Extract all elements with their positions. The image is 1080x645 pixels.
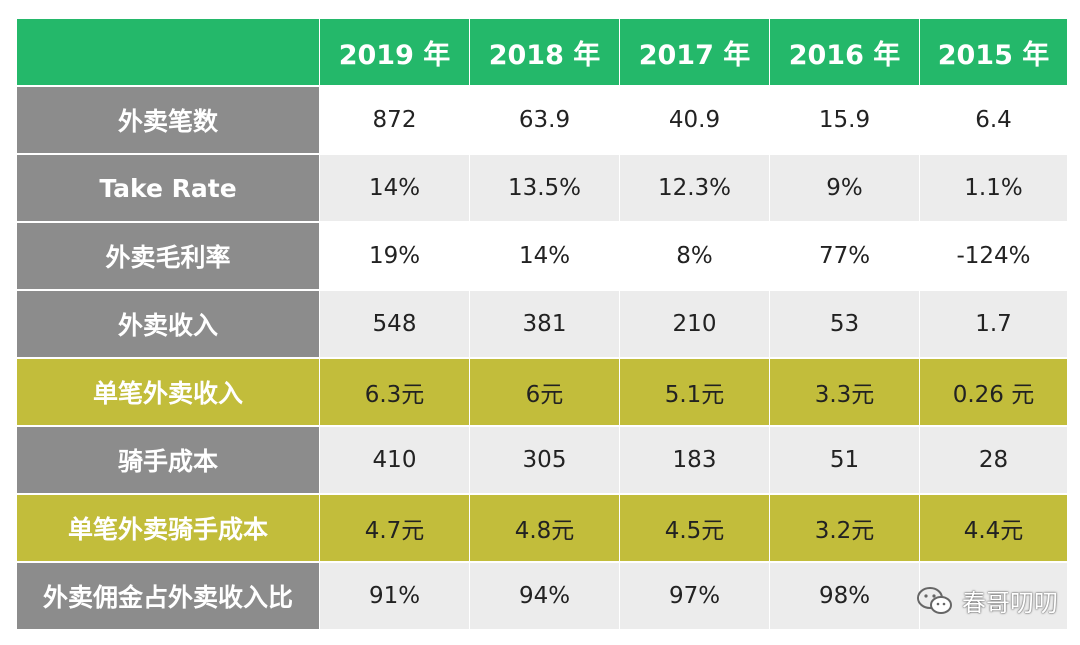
table-cell: 1.7: [920, 291, 1068, 359]
row-label: 外卖毛利率: [17, 223, 320, 291]
table-cell-highlight: 6元: [470, 359, 620, 427]
header-year-2017: 2017 年: [620, 19, 770, 87]
table-cell: 14%: [470, 223, 620, 291]
table-cell: 9%: [770, 155, 920, 223]
header-year-2016: 2016 年: [770, 19, 920, 87]
table-cell: 381: [470, 291, 620, 359]
table-cell: 15.9: [770, 87, 920, 155]
table-cell: 97%: [620, 563, 770, 631]
row-label: 骑手成本: [17, 427, 320, 495]
table-cell-highlight: 4.7元: [320, 495, 470, 563]
row-label: Take Rate: [17, 155, 320, 223]
row-label: 外卖笔数: [17, 87, 320, 155]
table-cell: 872: [320, 87, 470, 155]
table-cell: 53: [770, 291, 920, 359]
row-label-highlight: 单笔外卖骑手成本: [17, 495, 320, 563]
table-cell-highlight: 5.1元: [620, 359, 770, 427]
table-cell: 40.9: [620, 87, 770, 155]
row-label-highlight: 单笔外卖收入: [17, 359, 320, 427]
table-cell-highlight: 3.3元: [770, 359, 920, 427]
table-cell: 98%: [770, 563, 920, 631]
table-cell: 14%: [320, 155, 470, 223]
table-cell-highlight: 4.5元: [620, 495, 770, 563]
table-cell: 410: [320, 427, 470, 495]
table-cell: 183: [620, 427, 770, 495]
table-cell: 63.9: [470, 87, 620, 155]
header-year-2019: 2019 年: [320, 19, 470, 87]
table-cell: 210: [620, 291, 770, 359]
table-cell: 13.5%: [470, 155, 620, 223]
table-cell-highlight: 4.4元: [920, 495, 1068, 563]
row-label: 外卖收入: [17, 291, 320, 359]
table-cell-highlight: 6.3元: [320, 359, 470, 427]
table-cell: 1.1%: [920, 155, 1068, 223]
table-cell: 19%: [320, 223, 470, 291]
table-cell: 28: [920, 427, 1068, 495]
table-cell: 305: [470, 427, 620, 495]
table-cell: 8%: [620, 223, 770, 291]
table-cell-highlight: 3.2元: [770, 495, 920, 563]
data-table: 2019 年 2018 年 2017 年 2016 年 2015 年 外卖笔数 …: [17, 19, 1068, 631]
table-cell-highlight: 4.8元: [470, 495, 620, 563]
row-label: 外卖佣金占外卖收入比: [17, 563, 320, 631]
table-cell-highlight: 0.26 元: [920, 359, 1068, 427]
wechat-icon: [917, 586, 952, 614]
table-cell: 12.3%: [620, 155, 770, 223]
table-cell: 6.4: [920, 87, 1068, 155]
table-cell: 548: [320, 291, 470, 359]
table-cell: 51: [770, 427, 920, 495]
table-cell: 94%: [470, 563, 620, 631]
watermark-text: 春哥叨叨: [962, 589, 1058, 617]
watermark: 春哥叨叨: [916, 583, 1058, 618]
header-year-2018: 2018 年: [470, 19, 620, 87]
table-cell: 77%: [770, 223, 920, 291]
header-corner: [17, 19, 320, 87]
header-year-2015: 2015 年: [920, 19, 1068, 87]
table-cell: 91%: [320, 563, 470, 631]
table-cell: -124%: [920, 223, 1068, 291]
